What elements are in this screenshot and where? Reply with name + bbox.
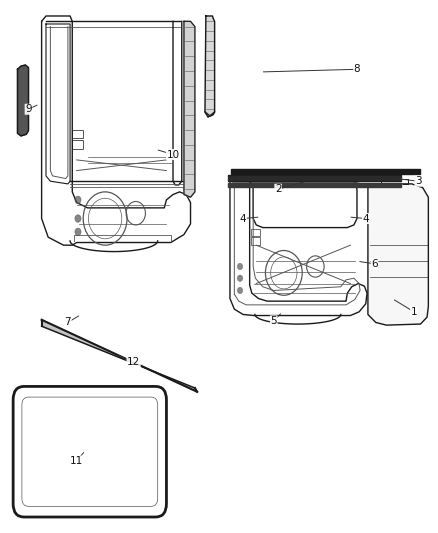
Text: 9: 9 — [25, 104, 32, 114]
Text: 4: 4 — [362, 214, 369, 223]
Circle shape — [237, 275, 243, 281]
Circle shape — [75, 228, 81, 236]
Text: 12: 12 — [127, 358, 140, 367]
Circle shape — [237, 287, 243, 294]
Polygon shape — [368, 184, 428, 325]
Circle shape — [75, 215, 81, 222]
FancyBboxPatch shape — [22, 397, 158, 506]
Text: 2: 2 — [275, 184, 282, 194]
Polygon shape — [228, 175, 401, 181]
Text: 5: 5 — [270, 316, 277, 326]
FancyBboxPatch shape — [72, 130, 83, 138]
Text: 11: 11 — [70, 456, 83, 466]
FancyBboxPatch shape — [251, 229, 260, 236]
Circle shape — [75, 196, 81, 204]
Text: 1: 1 — [410, 307, 417, 317]
Text: 6: 6 — [371, 259, 378, 269]
Text: 10: 10 — [166, 150, 180, 159]
Text: 8: 8 — [353, 64, 360, 74]
Text: 7: 7 — [64, 318, 71, 327]
Polygon shape — [205, 16, 215, 116]
Polygon shape — [184, 21, 195, 197]
FancyBboxPatch shape — [251, 237, 260, 245]
Text: 4: 4 — [240, 214, 247, 223]
FancyBboxPatch shape — [72, 140, 83, 149]
Polygon shape — [228, 183, 401, 187]
Polygon shape — [18, 65, 28, 136]
Polygon shape — [42, 320, 197, 392]
Circle shape — [237, 263, 243, 270]
FancyBboxPatch shape — [13, 386, 166, 517]
Text: 3: 3 — [415, 176, 422, 186]
Polygon shape — [231, 169, 420, 174]
